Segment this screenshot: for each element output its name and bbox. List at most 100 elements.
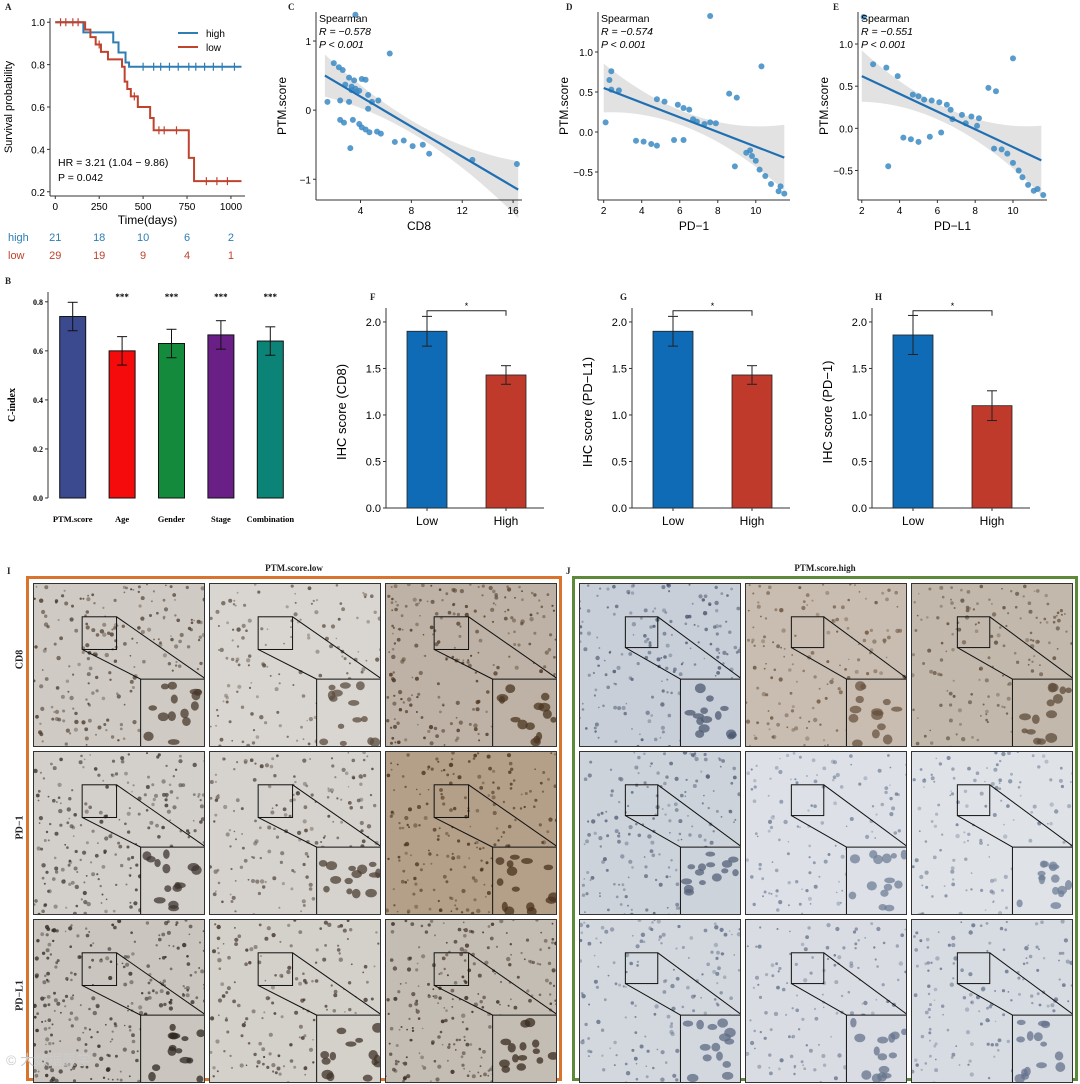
scatter-point: [391, 138, 398, 145]
zoom-nucleus: [496, 878, 504, 886]
scatter-point: [958, 111, 965, 118]
zoom-nucleus: [682, 1020, 694, 1027]
zoom-guide: [468, 616, 556, 679]
ihc-low-tile-texture: [210, 752, 380, 914]
scatter-point: [900, 134, 907, 141]
scatter-point: [377, 130, 384, 137]
stats-method: Spearman: [861, 13, 910, 25]
scatter-point: [375, 97, 382, 104]
risk-table-value-high: 18: [93, 232, 105, 244]
y-tick-label: −0.5: [573, 168, 593, 179]
ihc-bar-pdl1-svg: 0.0 0.5 1.0 1.5 2.0 IHC score (PD−L1) Low High *: [580, 301, 790, 528]
zoom-nucleus: [167, 739, 180, 745]
panel-label-h: H: [875, 292, 883, 302]
scatter-point: [1025, 181, 1032, 188]
scatter-point: [943, 101, 950, 108]
y-axis-title: IHC score (PD−L1): [580, 357, 595, 467]
zoom-nucleus: [1038, 874, 1046, 885]
zoom-nucleus: [1064, 880, 1072, 890]
y-tick-label: 1.0: [366, 410, 381, 422]
scatter-point: [351, 77, 358, 84]
zoom-nucleus: [1052, 886, 1059, 895]
ihc-low-frame: PTM.score.low: [26, 563, 562, 1083]
zoom-box: [956, 952, 991, 985]
scatter-point: [686, 106, 693, 113]
zoom-guide: [657, 616, 740, 679]
zoom-nucleus: [1021, 728, 1028, 734]
ihc-high-tile: [745, 751, 907, 915]
y-tick-label: 0.2: [31, 188, 45, 199]
zoom-nucleus: [517, 719, 528, 730]
zoom-nucleus: [339, 682, 351, 689]
zoom-nucleus: [1016, 899, 1023, 908]
zoom-nucleus: [143, 731, 154, 741]
row-label-pd1: PD−1: [14, 815, 26, 840]
cindex-chart-svg: 0.0 0.2 0.4 0.6 0.8 C-index PTM.score *** Age ***…: [7, 292, 294, 524]
zoom-nucleus: [686, 1073, 699, 1082]
zoom-nucleus: [500, 1038, 512, 1046]
zoom-nucleus: [505, 684, 516, 694]
zoom-nucleus: [321, 1057, 331, 1065]
zoom-nucleus: [1016, 1019, 1026, 1026]
x-tick-label: 8: [715, 206, 721, 217]
zoom-nucleus: [692, 713, 705, 719]
zoom-nucleus: [328, 684, 336, 691]
zoom-nucleus: [877, 723, 886, 731]
scatter-point: [885, 163, 892, 170]
zoom-guide: [257, 817, 317, 848]
scatter-point: [758, 63, 765, 70]
scatter-point: [975, 115, 982, 122]
zoom-box: [433, 784, 470, 818]
ihc-low-tile-texture: [34, 752, 204, 914]
ihc-low-tile-texture: [34, 920, 204, 1082]
zoom-nucleus: [191, 865, 202, 875]
stats-r: R = −0.574: [601, 26, 653, 38]
hr-annotation: HR = 3.21 (1.04 − 9.86): [58, 157, 168, 169]
risk-table-label-low: low: [8, 250, 25, 262]
x-tick-label: Low: [662, 514, 684, 528]
zoom-box: [433, 952, 470, 986]
zoom-nucleus: [495, 857, 505, 865]
ihc-high-tile-texture: [912, 752, 1072, 914]
scatter-point: [731, 163, 738, 170]
zoom-nucleus: [850, 1017, 857, 1028]
y-axis-title: IHC score (PD−1): [820, 361, 835, 464]
panel-label-e: E: [833, 2, 840, 12]
zoom-guide: [657, 952, 740, 1015]
scatter-point: [426, 150, 433, 157]
bar-age: [108, 350, 136, 499]
ihc-high-tile: [579, 583, 741, 747]
scatter-point: [733, 94, 740, 101]
panel-label-g: G: [620, 292, 628, 302]
scatter-point: [870, 61, 877, 68]
zoom-nucleus: [711, 873, 722, 882]
scatter-point: [346, 74, 353, 81]
zoom-nucleus: [352, 717, 363, 723]
zoom-nucleus: [696, 1019, 704, 1030]
scatter-point: [608, 68, 615, 75]
zoom-nucleus: [698, 880, 706, 886]
survival-chart-svg: 0.2 0.4 0.6 0.8 1.0 0 250 500 750 1000 Time(days) S…: [3, 18, 245, 262]
zoom-box: [790, 952, 825, 985]
zoom-nucleus: [355, 1037, 364, 1043]
zoom-nucleus: [167, 711, 176, 722]
zoom-nucleus: [510, 716, 521, 723]
scatter-point: [674, 101, 681, 108]
zoom-nucleus: [683, 888, 695, 896]
x-axis-title: PD−1: [679, 219, 710, 233]
ihc-bar-pd1: 0.0 0.5 1.0 1.5 2.0 IHC score (PD−1) Low High *: [816, 296, 1042, 541]
zoom-nucleus: [169, 1023, 176, 1031]
scatter-point: [386, 50, 393, 57]
panel-label-a: A: [5, 2, 12, 12]
zoom-nucleus: [705, 851, 716, 857]
significance-marker: ***: [214, 292, 228, 302]
zoom-guide: [957, 983, 1013, 1016]
zoom-nucleus: [1054, 1051, 1064, 1061]
y-axis-title: PTM.score: [557, 77, 571, 135]
y-axis-title: PTM.score: [817, 77, 831, 135]
scatter-point: [928, 97, 935, 104]
y-tick-label: 1.0: [839, 40, 853, 51]
ihc-low-title: PTM.score.low: [265, 563, 323, 573]
zoom-nucleus: [728, 856, 739, 863]
